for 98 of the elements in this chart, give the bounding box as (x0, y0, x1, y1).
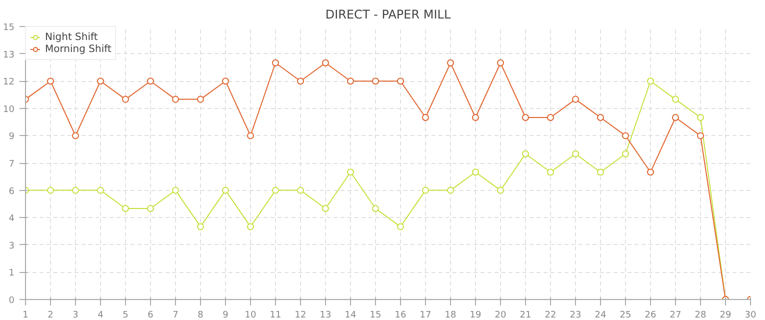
point (197, 223, 204, 230)
x-tick-label: 20 (494, 310, 506, 320)
point (97, 186, 104, 194)
point (647, 78, 654, 85)
x-tick-label: 7 (172, 310, 178, 320)
x-tick-label: 13 (320, 310, 332, 320)
y-tick-label: 15 (3, 23, 14, 33)
point (122, 205, 129, 212)
point (422, 114, 429, 121)
legend-label: Night Shift (45, 31, 98, 43)
x-tick-label: 1 (22, 310, 28, 320)
y-tick-label: 10 (3, 104, 15, 115)
y-tick-label: 0 (8, 296, 15, 306)
point (272, 186, 279, 194)
y-tick-label: 3 (8, 241, 15, 252)
point (47, 186, 54, 194)
y-tick-label: 1 (8, 268, 15, 279)
x-tick-label: 16 (394, 310, 406, 320)
x-tick-label: 22 (544, 310, 556, 320)
point (697, 114, 704, 121)
point (372, 205, 379, 212)
point (597, 114, 604, 121)
x-tick-label: 17 (420, 310, 432, 320)
x-tick-label: 18 (444, 310, 456, 320)
x-tick-label: 21 (520, 310, 532, 320)
point (222, 186, 229, 194)
point (47, 78, 54, 85)
point (247, 223, 254, 230)
point (572, 150, 579, 158)
point (497, 186, 504, 194)
x-tick-label: 28 (694, 310, 706, 320)
y-tick-label: 6 (8, 186, 15, 197)
point (622, 150, 629, 158)
point (72, 186, 79, 194)
x-tick-label: 8 (198, 310, 204, 320)
point (697, 132, 704, 140)
point (497, 59, 504, 66)
x-tick-label: 12 (294, 310, 306, 320)
point (522, 150, 529, 158)
x-tick-label: 4 (98, 310, 104, 320)
point (322, 59, 329, 66)
point (597, 168, 604, 176)
x-tick-label: 14 (344, 310, 356, 320)
point (347, 168, 354, 176)
point (547, 168, 554, 176)
point (297, 186, 304, 194)
x-tick-label: 26 (644, 310, 656, 320)
point (172, 96, 179, 103)
chart-title: DIRECT - PAPER MILL (325, 8, 451, 22)
x-tick-label: 11 (270, 310, 282, 320)
point (672, 96, 679, 103)
point (322, 205, 329, 212)
x-tick-label: 5 (122, 310, 128, 320)
point (572, 96, 579, 103)
y-tick-label: 4 (8, 214, 15, 224)
point (297, 78, 304, 85)
y-tick-label: 13 (3, 50, 14, 60)
x-tick-label: 6 (148, 310, 154, 320)
point (422, 186, 429, 194)
point (622, 132, 629, 140)
point (122, 96, 129, 103)
point (372, 78, 379, 85)
point (522, 114, 529, 121)
point (222, 78, 229, 85)
point (447, 59, 454, 66)
x-tick-label: 27 (670, 310, 682, 320)
point (72, 132, 79, 140)
point (147, 205, 154, 212)
point (272, 59, 279, 66)
point (472, 114, 479, 121)
point (147, 78, 154, 85)
x-tick-label: 10 (244, 310, 256, 320)
x-tick-label: 23 (570, 310, 582, 320)
point (447, 186, 454, 194)
point (97, 78, 104, 85)
x-tick-label: 24 (594, 310, 606, 320)
point (647, 168, 654, 176)
x-tick-label: 19 (470, 310, 482, 320)
x-tick-label: 29 (720, 310, 732, 320)
y-tick-label: 9 (8, 132, 15, 142)
point (172, 186, 179, 194)
point (547, 114, 554, 121)
x-tick-label: 25 (620, 310, 632, 320)
y-tick-label: 7 (8, 160, 15, 170)
y-tick-label: 12 (3, 78, 14, 88)
point (397, 78, 404, 85)
point (672, 114, 679, 121)
x-tick-label: 15 (370, 310, 382, 320)
point (472, 168, 479, 176)
x-tick-label: 2 (48, 310, 54, 320)
x-tick-label: 30 (744, 310, 756, 320)
point (197, 96, 204, 103)
point (347, 78, 354, 85)
x-tick-label: 3 (72, 310, 78, 320)
point (247, 132, 254, 140)
legend-label: Morning Shift (45, 43, 112, 55)
x-tick-label: 9 (222, 310, 229, 320)
point (397, 223, 404, 230)
